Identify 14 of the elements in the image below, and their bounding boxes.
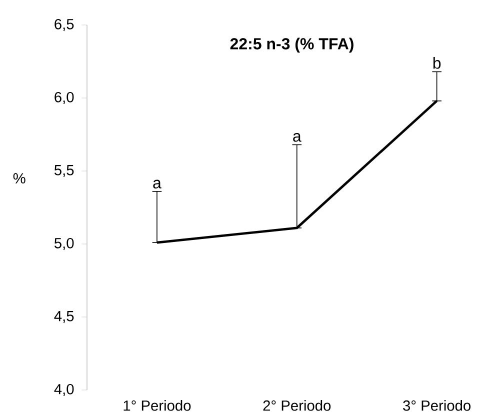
x-tick-label: 2° Periodo: [263, 400, 331, 411]
y-tick-label: 4,5: [54, 311, 74, 323]
y-tick-label: 5,0: [54, 238, 74, 250]
text: 22:5 n-3 (% TFA): [230, 38, 354, 53]
y-tick-label: 4,0: [54, 384, 74, 396]
y-axis-title: %: [13, 173, 26, 184]
y-tick-label: 6,5: [54, 18, 74, 32]
y-tick-label: 5,5: [54, 165, 74, 177]
annotation: a: [293, 133, 302, 142]
annotation: a: [153, 180, 162, 188]
x-tick-label: 1° Periodo: [124, 400, 191, 411]
y-tick-label: 6,0: [54, 92, 74, 104]
annotation: b: [433, 57, 441, 69]
x-tick-label: 3° Periodo: [403, 400, 470, 411]
